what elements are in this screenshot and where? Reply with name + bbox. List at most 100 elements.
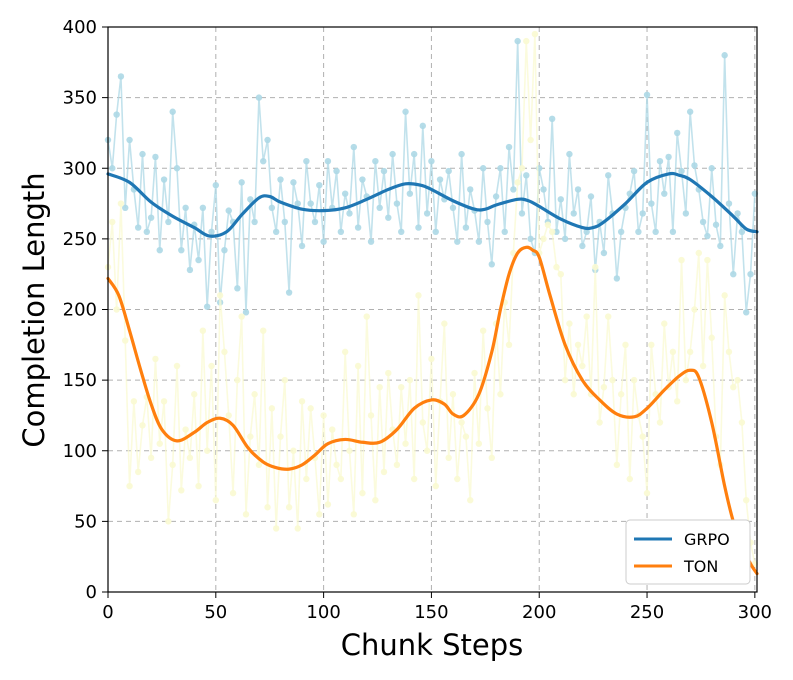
- raw-point-ton: [518, 165, 526, 172]
- raw-point-grpo: [238, 179, 245, 186]
- raw-point-ton: [548, 228, 556, 236]
- raw-point-grpo: [661, 190, 668, 197]
- raw-point-ton: [574, 341, 582, 349]
- legend-box: [625, 519, 751, 585]
- raw-point-grpo: [255, 94, 263, 101]
- raw-point-ton: [380, 468, 388, 476]
- raw-point-grpo: [341, 190, 349, 197]
- raw-point-ton: [613, 461, 621, 469]
- raw-point-grpo: [712, 221, 720, 228]
- raw-point-grpo: [454, 238, 461, 245]
- raw-point-ton: [152, 355, 159, 363]
- raw-point-grpo: [143, 228, 151, 236]
- raw-point-ton: [260, 327, 267, 334]
- legend: GRPO TON: [625, 519, 751, 585]
- raw-point-ton: [708, 334, 715, 341]
- raw-point-ton: [566, 320, 573, 327]
- raw-point-ton: [691, 306, 698, 313]
- raw-point-grpo: [410, 150, 418, 158]
- raw-point-ton: [303, 475, 310, 483]
- raw-point-grpo: [462, 224, 470, 231]
- raw-point-ton: [721, 292, 728, 299]
- raw-point-grpo: [393, 200, 401, 207]
- raw-point-grpo: [479, 165, 487, 172]
- raw-point-ton: [134, 468, 142, 476]
- raw-point-ton: [354, 362, 362, 370]
- x-tick-label: 250: [630, 602, 664, 623]
- raw-point-grpo: [738, 228, 746, 236]
- raw-point-ton: [497, 391, 504, 398]
- raw-point-ton: [307, 405, 314, 412]
- raw-point-grpo: [708, 165, 715, 172]
- raw-point-ton: [553, 263, 560, 271]
- raw-point-grpo: [126, 136, 133, 144]
- raw-point-ton: [203, 447, 211, 454]
- raw-point-grpo: [540, 186, 547, 193]
- raw-point-grpo: [743, 309, 750, 316]
- raw-point-ton: [579, 362, 586, 370]
- raw-point-ton: [704, 256, 711, 264]
- raw-point-ton: [316, 511, 323, 518]
- raw-point-grpo: [721, 52, 728, 59]
- raw-point-ton: [678, 256, 685, 264]
- raw-point-grpo: [484, 218, 491, 226]
- raw-point-grpo: [635, 228, 642, 236]
- raw-point-ton: [186, 454, 194, 462]
- raw-point-ton: [540, 235, 547, 243]
- raw-point-grpo: [630, 167, 638, 175]
- raw-point-grpo: [639, 210, 646, 217]
- raw-point-ton: [350, 511, 358, 518]
- raw-point-ton: [643, 489, 651, 497]
- raw-point-grpo: [617, 228, 625, 236]
- raw-point-grpo: [665, 153, 672, 161]
- raw-point-ton: [234, 376, 241, 384]
- raw-point-grpo: [423, 210, 431, 217]
- smooth-line-ton: [106, 245, 759, 576]
- raw-point-grpo: [488, 261, 495, 268]
- raw-point-grpo: [475, 238, 483, 245]
- raw-point-ton: [410, 475, 418, 483]
- raw-point-ton: [393, 461, 401, 469]
- raw-point-ton: [372, 496, 379, 504]
- raw-point-grpo: [492, 193, 500, 200]
- raw-point-grpo: [674, 129, 681, 137]
- raw-point-ton: [419, 419, 426, 426]
- raw-point-grpo: [242, 309, 250, 316]
- raw-point-grpo: [385, 214, 392, 221]
- raw-point-ton: [617, 391, 625, 398]
- raw-point-grpo: [613, 275, 621, 282]
- raw-point-grpo: [445, 167, 452, 175]
- raw-point-grpo: [605, 172, 612, 179]
- raw-point-ton: [738, 419, 746, 426]
- raw-point-grpo: [747, 270, 754, 278]
- raw-point-ton: [686, 348, 694, 356]
- raw-point-grpo: [510, 186, 517, 193]
- raw-point-ton: [191, 391, 198, 398]
- raw-point-ton: [225, 412, 232, 419]
- raw-point-ton: [229, 489, 237, 497]
- raw-point-grpo: [730, 270, 737, 278]
- raw-point-grpo: [725, 200, 733, 207]
- raw-point-grpo: [389, 150, 396, 158]
- raw-point-ton: [216, 292, 224, 299]
- raw-point-grpo: [316, 182, 323, 189]
- raw-point-ton: [432, 482, 439, 490]
- raw-point-ton: [656, 419, 664, 426]
- raw-point-ton: [561, 376, 569, 384]
- raw-point-grpo: [182, 204, 189, 211]
- raw-point-ton: [484, 405, 491, 412]
- raw-point-grpo: [367, 238, 375, 245]
- raw-point-ton: [173, 362, 181, 370]
- raw-point-grpo: [173, 165, 181, 172]
- y-tick-label: 200: [63, 300, 97, 321]
- raw-point-grpo: [579, 242, 586, 250]
- raw-point-ton: [165, 518, 172, 525]
- raw-point-grpo: [587, 193, 595, 200]
- raw-point-grpo: [527, 235, 534, 243]
- raw-point-grpo: [147, 214, 155, 221]
- raw-point-ton: [467, 496, 474, 504]
- y-tick-label: 100: [63, 441, 97, 462]
- raw-point-ton: [169, 461, 176, 469]
- raw-point-ton: [281, 376, 289, 384]
